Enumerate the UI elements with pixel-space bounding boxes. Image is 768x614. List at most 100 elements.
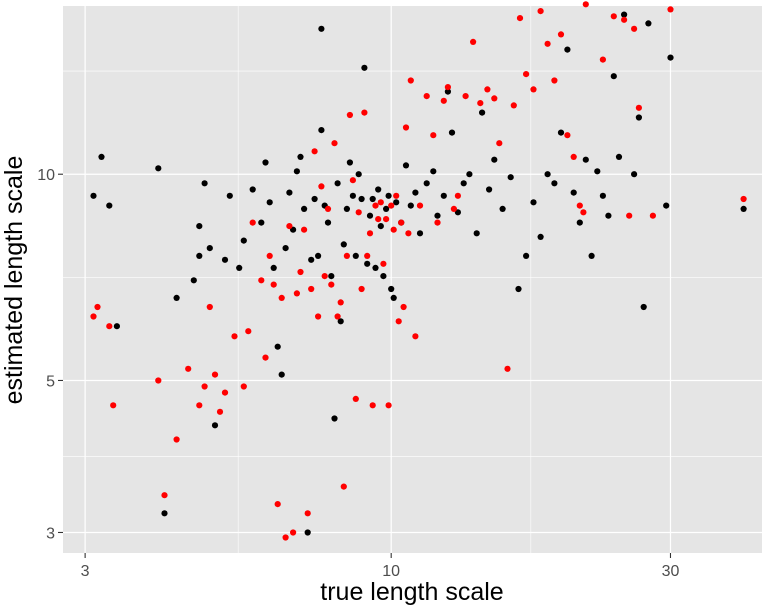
- data-point: [297, 153, 304, 160]
- data-point: [282, 245, 289, 252]
- data-point: [663, 202, 670, 209]
- data-point: [90, 313, 97, 320]
- data-point: [491, 95, 498, 102]
- data-point: [201, 180, 208, 187]
- data-point: [430, 132, 437, 139]
- data-point: [385, 192, 392, 199]
- data-point: [324, 205, 332, 212]
- data-point: [484, 86, 491, 93]
- data-point: [334, 180, 341, 187]
- data-point: [390, 294, 397, 301]
- data-point: [331, 140, 338, 147]
- data-point: [155, 377, 162, 384]
- data-point: [383, 216, 390, 223]
- data-point: [504, 365, 511, 372]
- data-point: [412, 189, 419, 196]
- data-point: [245, 328, 252, 335]
- plot-panel: [63, 6, 762, 553]
- data-point: [605, 212, 612, 219]
- data-point: [740, 205, 747, 212]
- data-point: [496, 140, 503, 147]
- data-point: [343, 252, 350, 259]
- data-point: [450, 205, 457, 212]
- data-point: [440, 192, 447, 199]
- data-point: [274, 343, 281, 350]
- data-point: [216, 408, 224, 415]
- data-point: [206, 303, 213, 311]
- data-point: [588, 252, 595, 259]
- data-point: [444, 84, 451, 91]
- data-point: [98, 153, 105, 160]
- data-point: [337, 299, 344, 306]
- data-point: [667, 6, 674, 13]
- data-point: [537, 233, 544, 240]
- data-point: [523, 71, 530, 78]
- data-point: [346, 111, 353, 119]
- data-point: [278, 371, 285, 378]
- data-point: [576, 219, 583, 226]
- data-point: [290, 529, 297, 536]
- data-point: [240, 237, 247, 244]
- data-point: [402, 124, 410, 131]
- data-point: [364, 260, 371, 267]
- data-point: [278, 294, 285, 301]
- data-point: [206, 245, 213, 252]
- data-point: [621, 16, 628, 23]
- x-axis-title: true length scale: [320, 578, 503, 606]
- data-point: [90, 192, 97, 199]
- data-point: [113, 323, 120, 330]
- data-point: [610, 13, 617, 20]
- data-point: [343, 205, 350, 212]
- data-point: [364, 252, 371, 259]
- data-point: [293, 290, 300, 297]
- data-point: [352, 395, 359, 402]
- data-point: [315, 252, 322, 259]
- data-point: [473, 230, 480, 237]
- data-point: [510, 102, 517, 109]
- data-points: [90, 1, 747, 541]
- data-point: [334, 313, 341, 320]
- data-point: [321, 273, 328, 280]
- data-point: [576, 202, 583, 209]
- data-point: [491, 156, 498, 163]
- data-point: [570, 153, 577, 160]
- data-point: [226, 192, 233, 199]
- data-point: [430, 168, 437, 175]
- data-point: [355, 209, 362, 216]
- data-point: [610, 73, 617, 80]
- data-point: [361, 64, 368, 71]
- data-point: [582, 156, 589, 163]
- data-point: [318, 25, 325, 32]
- data-point: [161, 510, 168, 517]
- x-tick-label: 10: [382, 563, 400, 580]
- data-point: [349, 177, 356, 184]
- data-point: [580, 209, 587, 216]
- data-point: [94, 303, 101, 311]
- data-point: [270, 281, 277, 288]
- data-point: [258, 277, 265, 284]
- data-point: [318, 183, 325, 190]
- data-point: [388, 285, 395, 293]
- data-point: [240, 383, 247, 390]
- data-point: [434, 219, 441, 226]
- data-point: [400, 303, 407, 311]
- data-point: [366, 212, 374, 219]
- data-point: [324, 219, 332, 226]
- data-point: [110, 402, 117, 409]
- data-point: [393, 192, 400, 199]
- data-point: [352, 252, 359, 259]
- data-point: [740, 195, 747, 203]
- data-point: [173, 436, 180, 443]
- data-point: [328, 273, 335, 280]
- data-point: [551, 180, 558, 187]
- data-point: [311, 148, 318, 155]
- data-point: [388, 202, 395, 209]
- data-point: [448, 129, 456, 136]
- data-point: [304, 529, 311, 536]
- data-point: [486, 186, 493, 193]
- data-point: [106, 202, 113, 209]
- data-point: [301, 205, 308, 212]
- data-point: [530, 199, 537, 206]
- data-point: [231, 333, 238, 340]
- data-point: [355, 171, 362, 178]
